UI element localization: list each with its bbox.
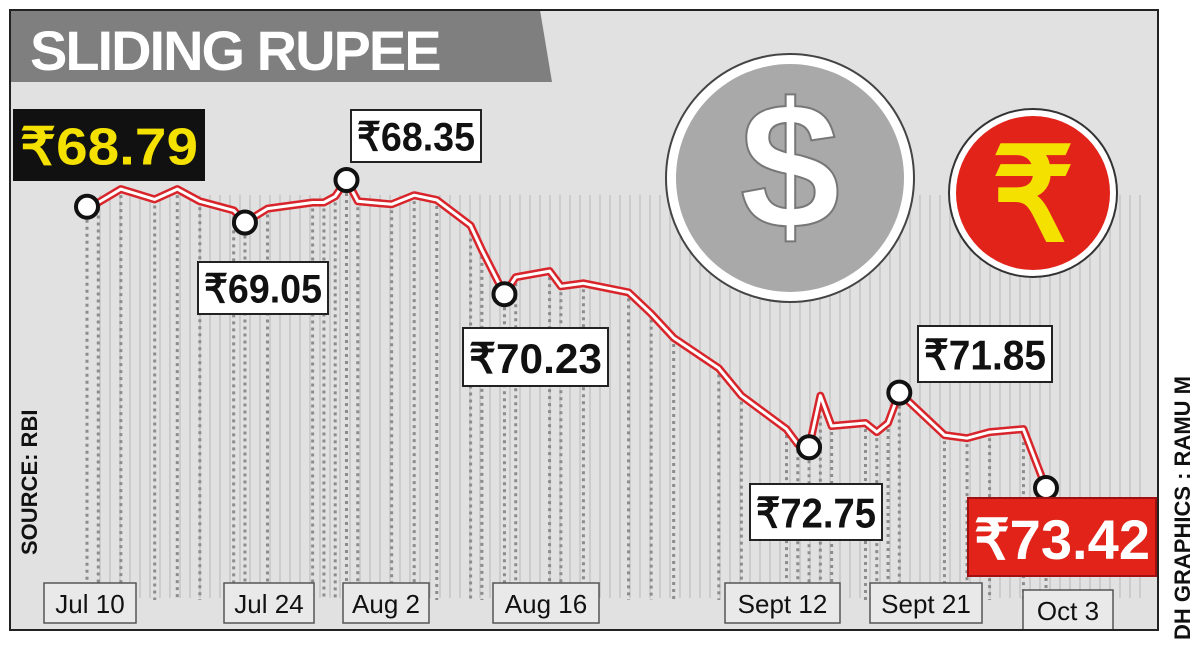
value-label: ₹73.42: [974, 508, 1150, 571]
x-tick-box: [1022, 589, 1114, 631]
graphics-credit: DH GRAPHICS : RAMU M: [1170, 376, 1195, 640]
chart-title: SLIDING RUPEE: [30, 19, 440, 82]
svg-text:₹: ₹: [992, 122, 1075, 268]
point-marker: [333, 167, 360, 193]
value-label-box: [749, 483, 883, 541]
value-labels: ₹68.79 ₹69.05 ₹68.35 ₹70.23 ₹72.75 ₹71.85 ₹73.…: [13, 109, 1157, 577]
x-tick-label: Jul 10: [55, 589, 124, 619]
x-tick-box: [223, 582, 315, 624]
value-label: ₹70.23: [469, 335, 602, 382]
x-tick-box: [492, 582, 600, 624]
value-label-box: [462, 327, 609, 387]
x-tick-box: [342, 582, 430, 624]
x-tick-label: Jul 24: [234, 589, 303, 619]
x-tick-box: [43, 582, 137, 624]
value-label-box: [917, 325, 1053, 383]
x-axis-labels: Jul 10 Jul 24 Aug 2 Aug 16 Sept 12 Sept 21 Oct…: [43, 582, 1114, 631]
x-tick-label: Oct 3: [1037, 596, 1099, 626]
value-label: ₹71.85: [924, 332, 1046, 379]
point-marker: [886, 379, 913, 406]
rupee-icon: ₹: [948, 108, 1118, 278]
value-label-box: [13, 109, 205, 181]
dollar-icon: $: [665, 53, 915, 303]
value-label: ₹72.75: [756, 490, 876, 537]
x-tick-label: Sept 21: [881, 589, 971, 619]
x-tick-label: Sept 12: [738, 589, 828, 619]
value-label-box: [967, 497, 1157, 577]
value-label-box: [197, 261, 329, 315]
title-bar: [10, 10, 552, 82]
point-marker: [74, 193, 100, 220]
point-marker: [231, 209, 258, 236]
markers: [74, 167, 1059, 501]
source-note: SOURCE: RBI: [17, 410, 42, 555]
value-label: ₹69.05: [204, 268, 322, 312]
chart-border: [9, 9, 1159, 631]
point-marker: [491, 281, 518, 308]
x-tick-label: Aug 2: [352, 589, 420, 619]
value-label: ₹68.79: [20, 119, 198, 177]
x-tick-label: Aug 16: [505, 589, 587, 619]
value-label: ₹68.35: [357, 116, 475, 160]
x-tick-box: [869, 582, 983, 624]
value-label-box: [350, 109, 482, 163]
point-marker: [1033, 475, 1059, 501]
point-marker: [796, 434, 823, 461]
svg-text:$: $: [740, 66, 840, 267]
x-tick-box: [724, 582, 841, 624]
